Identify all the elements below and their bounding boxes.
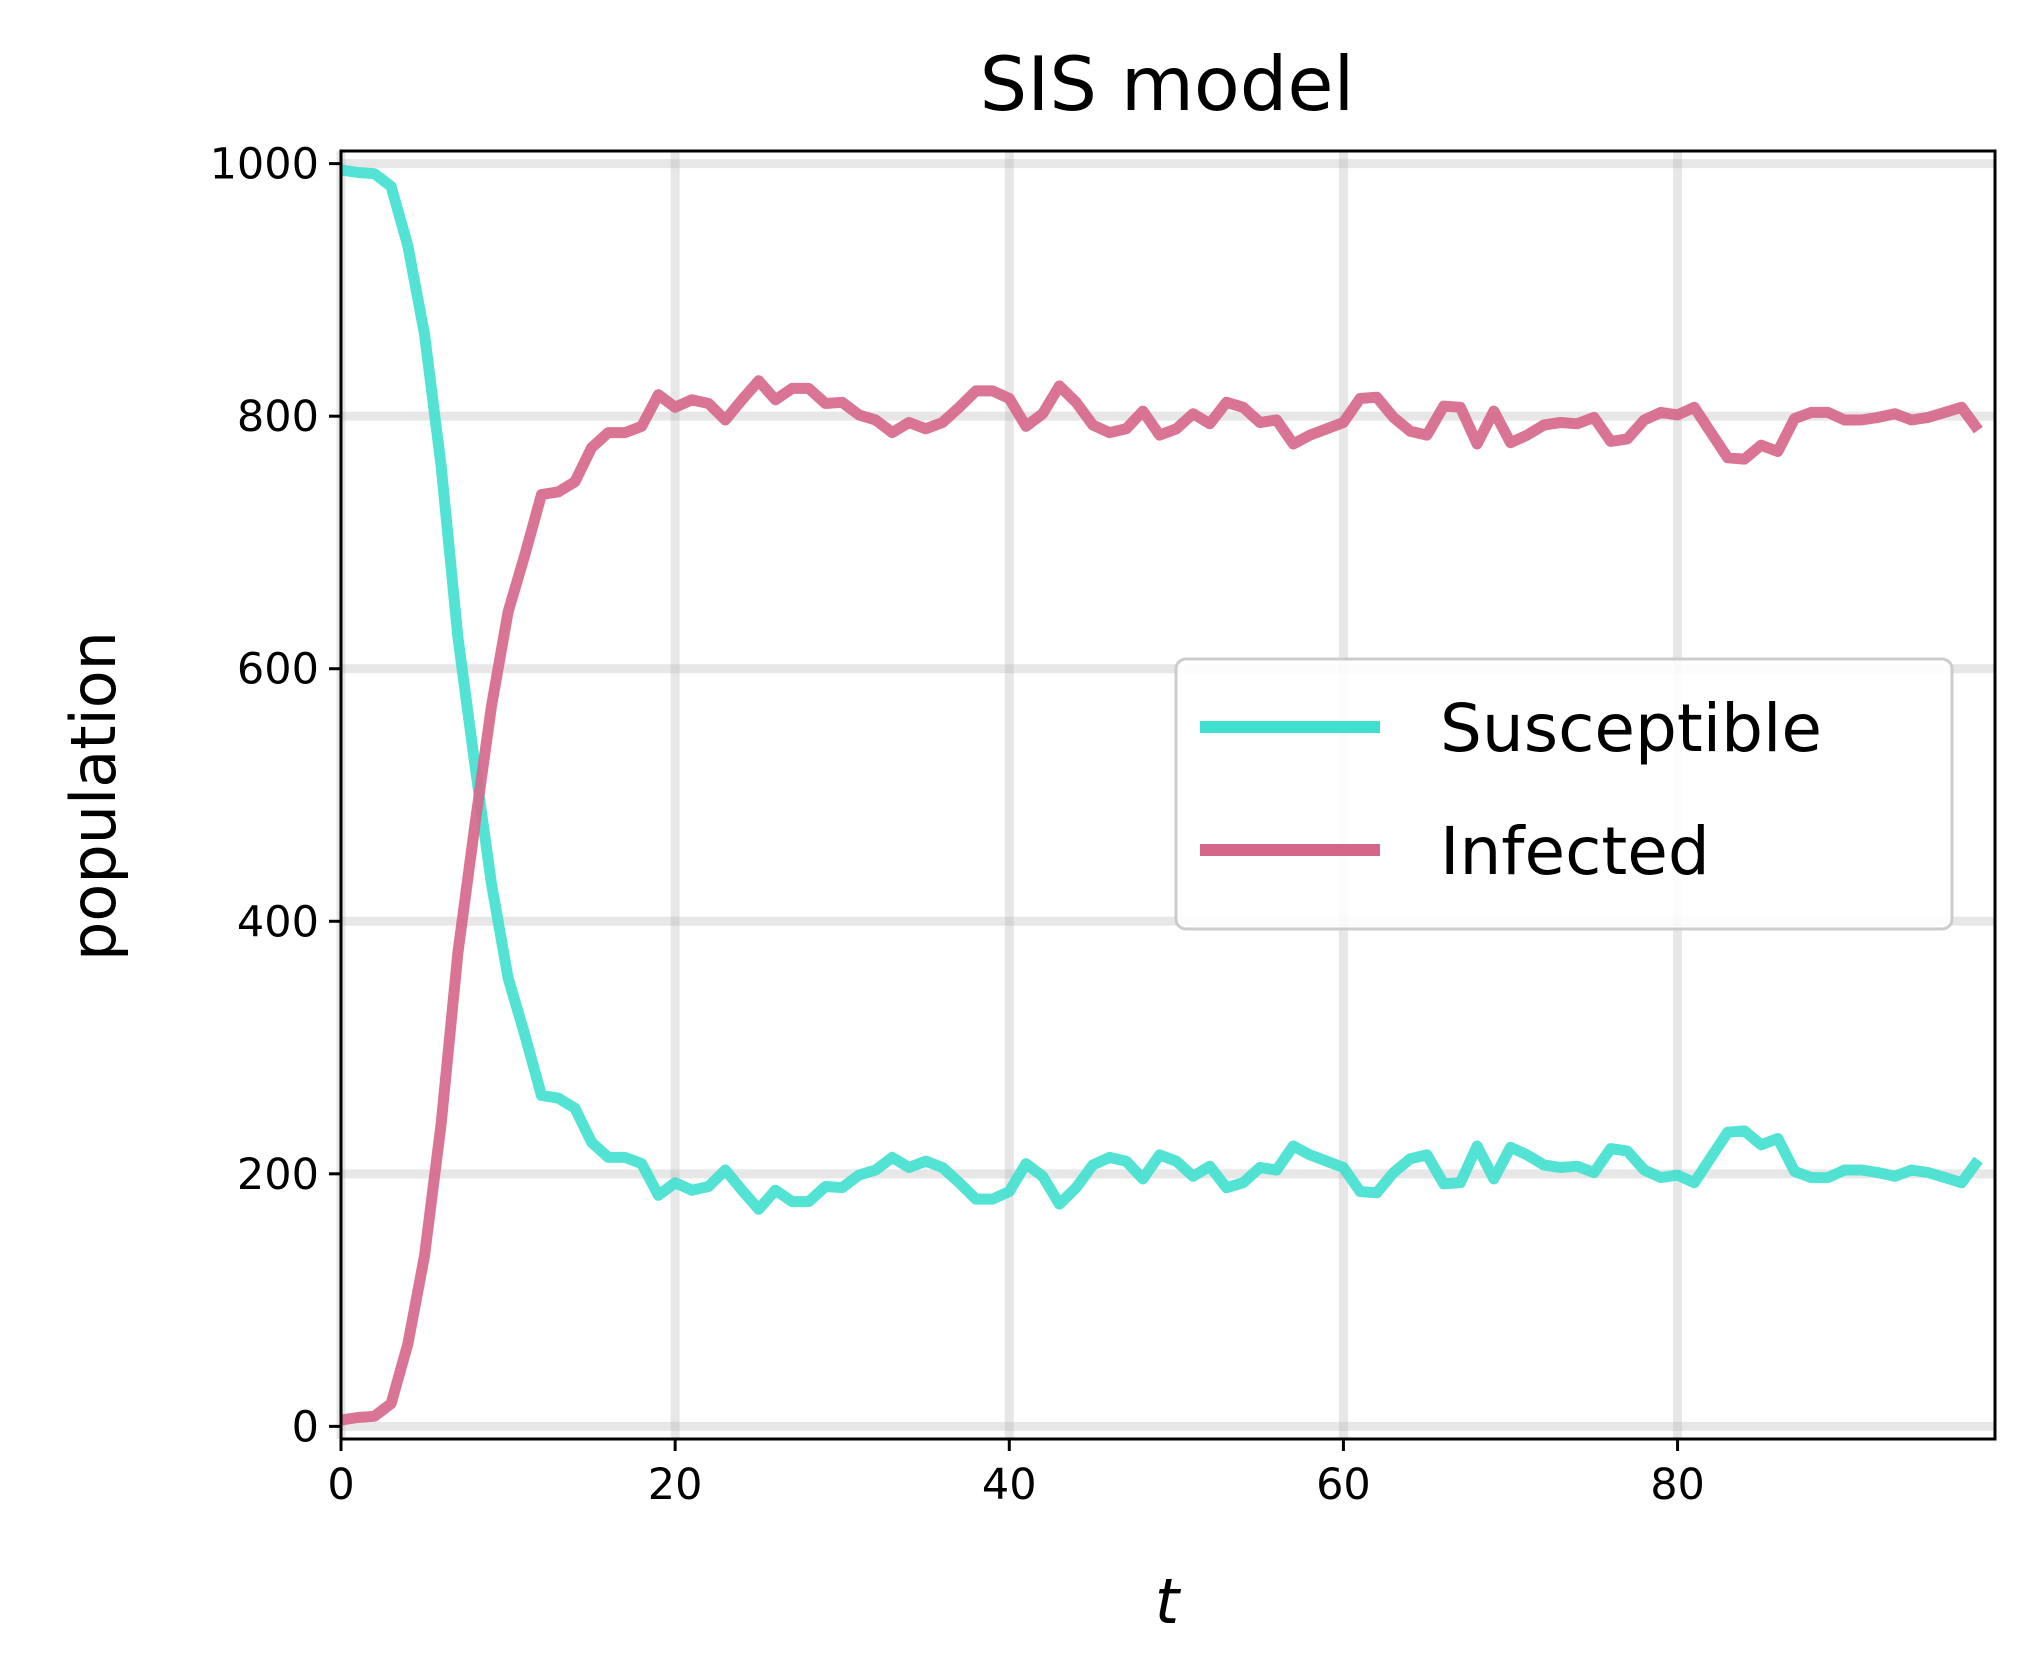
chart-title: SIS model xyxy=(980,40,1355,128)
plot-frame xyxy=(339,149,1997,1441)
x-axis-label: t xyxy=(1155,1565,1182,1638)
y-tick-label: 400 xyxy=(237,897,319,947)
x-tick-label: 80 xyxy=(1650,1460,1705,1510)
y-axis-label: population xyxy=(57,631,130,961)
series-line-infected xyxy=(340,375,1983,1426)
legend-label-infected: Infected xyxy=(1440,813,1710,890)
x-tick-label: 20 xyxy=(648,1460,703,1510)
y-axis-ticks: 0 200 400 600 800 1000 xyxy=(210,140,341,1452)
x-tick-label: 40 xyxy=(982,1460,1037,1510)
series-lines xyxy=(340,164,1983,1426)
y-tick-label: 200 xyxy=(237,1150,319,1200)
series-line-susceptible xyxy=(340,164,1983,1215)
x-axis-ticks: 0 20 40 60 80 xyxy=(327,1439,1705,1510)
x-tick-label: 0 xyxy=(327,1460,354,1510)
x-tick-label: 60 xyxy=(1316,1460,1371,1510)
legend-label-susceptible: Susceptible xyxy=(1440,690,1822,767)
legend: Susceptible Infected xyxy=(1174,657,1954,931)
y-tick-label: 0 xyxy=(292,1402,319,1452)
y-tick-label: 800 xyxy=(237,392,319,442)
y-tick-label: 600 xyxy=(237,645,319,695)
grid xyxy=(336,151,1995,1439)
y-tick-label: 1000 xyxy=(210,140,319,190)
